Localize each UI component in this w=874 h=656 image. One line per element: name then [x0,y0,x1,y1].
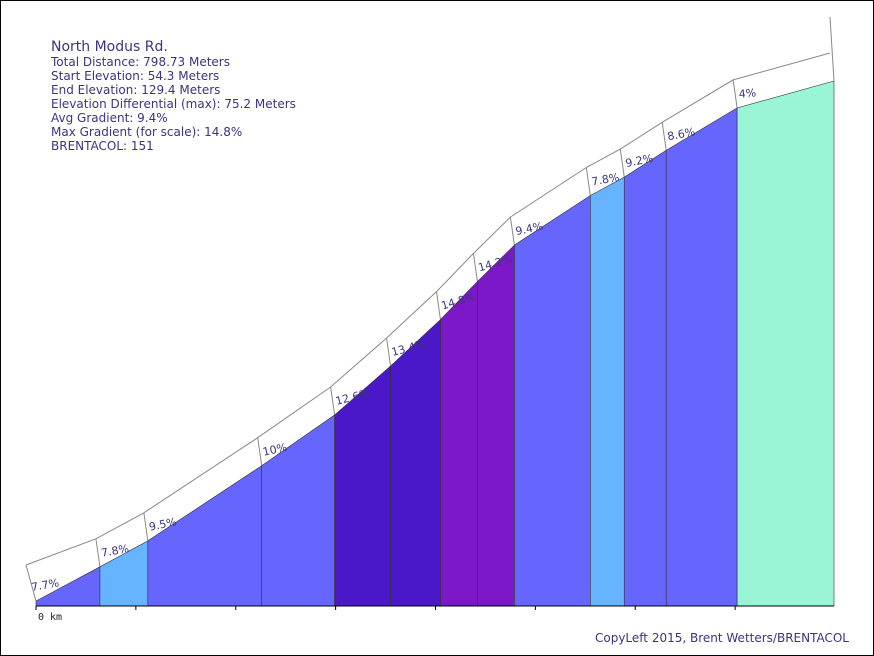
ribbon-separator [732,79,738,108]
profile-segment [147,465,263,607]
ribbon-separator [661,122,667,151]
profile-segment [665,107,738,607]
copyright-text: CopyLeft 2015, Brent Wetters/BRENTACOL [594,631,849,645]
gradient-label: 4% [738,86,757,101]
profile-segment [390,318,441,607]
ribbon-separator [472,253,478,282]
profile-segment [514,194,591,607]
max-gradient: Max Gradient (for scale): 14.8% [51,125,243,139]
ribbon-separator [619,149,625,178]
ribbon-separator [257,437,263,466]
gradient-label: 9.4% [514,220,544,238]
elevation-differential: Elevation Differential (max): 75.2 Meter… [51,97,296,111]
ribbon-separator [25,564,37,602]
gradient-label: 7.8% [591,171,621,189]
ribbon-separator [829,16,835,82]
gradient-label: 9.5% [148,515,178,533]
ribbon-separator [143,512,149,541]
ribbon-separator [95,538,101,567]
x-axis-tick-label: 0 km [38,612,62,623]
x-axis: 0 km [35,605,834,623]
ribbon-separator [330,386,336,416]
gradient-label: 7.7% [30,576,60,594]
route-info: North Modus Rd. Total Distance: 798.73 M… [51,39,296,153]
end-elevation: End Elevation: 129.4 Meters [51,83,221,97]
avg-gradient: Avg Gradient: 9.4% [51,111,168,125]
brentacol-score: BRENTACOL: 151 [51,139,154,153]
ribbon-separator [585,167,591,196]
gradient-label: 7.8% [100,542,130,560]
profile-segment [736,80,835,607]
ribbon-separator [509,217,515,246]
ribbon-top-line [25,52,831,566]
total-distance: Total Distance: 798.73 Meters [51,55,230,69]
profile-segments [35,80,835,607]
ribbon-separator [435,291,441,320]
profile-segment [477,244,515,607]
gradient-label: 10% [262,441,289,459]
start-elevation: Start Elevation: 54.3 Meters [51,69,220,83]
profile-segment [590,176,625,607]
profile-segment [440,280,478,607]
ribbon-separator [386,337,392,367]
profile-segment [623,149,667,607]
gradient-label: 8.6% [666,125,696,143]
route-title: North Modus Rd. [51,39,168,55]
gradient-label: 9.2% [624,152,654,170]
gradient-label-ribbon [25,16,835,602]
